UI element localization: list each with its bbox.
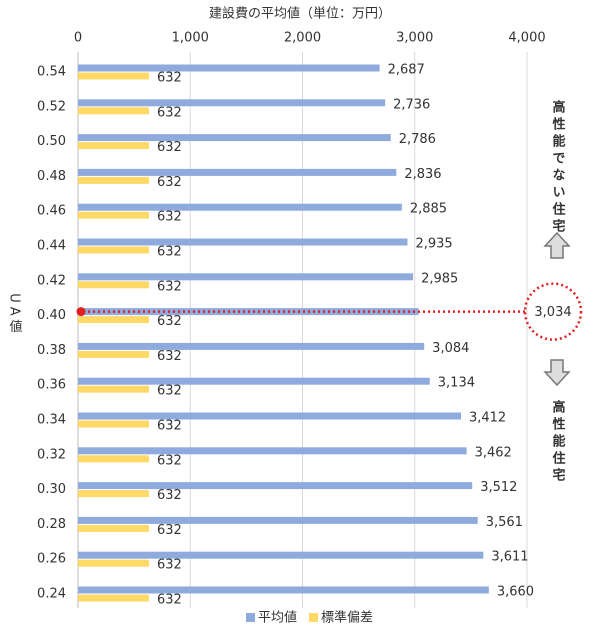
bar [78, 516, 478, 524]
data-label: 2,885 [410, 202, 447, 217]
bar [78, 559, 149, 567]
highlight-circle [523, 282, 583, 341]
y-tick-label: 0.54 [37, 65, 66, 80]
bar [78, 385, 149, 393]
highlight-label: 3,034 [534, 305, 571, 320]
bar [78, 316, 149, 324]
y-tick-label: 0.42 [37, 273, 66, 288]
data-label: 632 [157, 593, 182, 608]
data-label: 632 [157, 140, 182, 155]
bar [78, 246, 149, 254]
y-tick-label: 0.34 [37, 413, 66, 428]
bar [78, 64, 380, 72]
bar [78, 273, 414, 281]
bar [78, 107, 149, 115]
bar [78, 134, 391, 142]
bar [78, 594, 149, 602]
data-label: 632 [157, 245, 182, 260]
data-label: 632 [157, 523, 182, 538]
legend-label: 平均値 [258, 610, 297, 626]
data-label: 632 [157, 384, 182, 399]
data-label: 3,134 [438, 376, 475, 391]
data-label: 3,084 [432, 341, 469, 356]
bar [78, 524, 149, 532]
data-label: 632 [157, 210, 182, 225]
legend-label: 標準偏差 [321, 610, 373, 626]
bar [78, 490, 149, 498]
x-tick-label: 0 [74, 31, 82, 46]
data-label: 2,935 [415, 237, 452, 252]
data-label: 632 [157, 349, 182, 364]
y-tick-label: 0.24 [37, 587, 66, 602]
data-label: 632 [157, 488, 182, 503]
bar [78, 551, 484, 559]
bar [78, 176, 149, 184]
y-tick-label: 0.36 [37, 378, 66, 393]
bar [78, 281, 149, 289]
y-tick-label: 0.26 [37, 552, 66, 567]
data-label: 2,786 [399, 132, 436, 147]
y-tick-label: 0.32 [37, 447, 66, 462]
y-tick-label: 0.46 [37, 204, 66, 219]
annotation-lower: 高性能住宅 [550, 399, 566, 485]
bar [78, 142, 149, 150]
bar [78, 168, 397, 176]
annotation-upper: 高性能でない住宅 [550, 99, 566, 236]
data-label: 632 [157, 71, 182, 86]
x-tick-label: 1,000 [172, 31, 209, 46]
bar [78, 455, 149, 463]
data-label: 3,561 [486, 515, 523, 530]
data-label: 632 [157, 453, 182, 468]
arrow-down [543, 359, 571, 387]
data-label: 2,736 [393, 97, 430, 112]
data-label: 632 [157, 558, 182, 573]
y-tick-label: 0.52 [37, 99, 66, 114]
bar [78, 377, 430, 385]
x-tick-label: 4,000 [508, 31, 545, 46]
legend-swatch [246, 613, 255, 622]
bar [78, 482, 473, 490]
y-tick-label: 0.48 [37, 169, 66, 184]
bar [78, 99, 386, 107]
bar [78, 447, 467, 455]
data-label: 632 [157, 419, 182, 434]
bar [78, 238, 408, 246]
bar [78, 72, 149, 80]
x-tick-label: 2,000 [284, 31, 321, 46]
data-label: 632 [157, 175, 182, 190]
data-label: 3,512 [480, 480, 517, 495]
data-label: 3,462 [475, 445, 512, 460]
bar [78, 342, 425, 350]
data-label: 632 [157, 314, 182, 329]
highlight-dot [76, 307, 86, 317]
y-tick-label: 0.44 [37, 239, 66, 254]
legend-swatch [309, 613, 319, 622]
data-label: 632 [157, 279, 182, 294]
y-tick-label: 0.50 [37, 134, 66, 149]
data-label: 2,687 [388, 63, 425, 78]
data-label: 2,836 [404, 167, 441, 182]
bar [78, 586, 489, 594]
data-label: 3,611 [491, 550, 528, 565]
y-tick-label: 0.40 [37, 308, 66, 323]
y-tick-label: 0.38 [37, 343, 66, 358]
bar [78, 350, 149, 358]
chart-title: 建設費の平均値（単位：万円） [209, 6, 391, 22]
arrow-up [543, 231, 571, 259]
data-label: 632 [157, 105, 182, 120]
data-label: 3,412 [469, 411, 506, 426]
bar [78, 412, 461, 420]
x-tick-label: 3,000 [396, 31, 433, 46]
bar [78, 203, 402, 211]
bar [78, 211, 149, 219]
y-tick-label: 0.30 [37, 482, 66, 497]
y-axis-label: UA値 [7, 293, 23, 336]
data-label: 2,985 [421, 271, 458, 286]
y-tick-label: 0.28 [37, 517, 66, 532]
bar [78, 420, 149, 428]
data-label: 3,660 [497, 585, 534, 600]
